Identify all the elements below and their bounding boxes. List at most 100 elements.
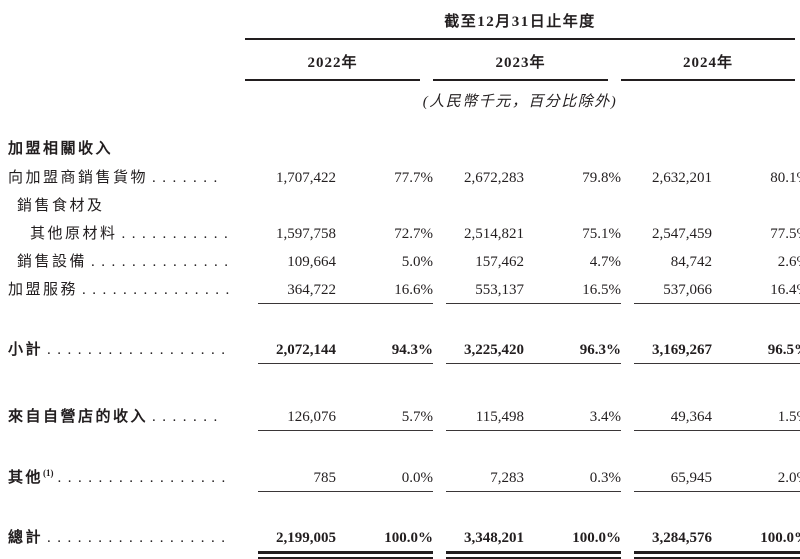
- table-row-food-materials-line2: 其他原材料........... 1,597,758 72.7% 2,514,8…: [0, 222, 800, 243]
- table-row-subtotal: 小計.................. 2,072,144 94.3% 3,2…: [0, 338, 800, 364]
- value-cell: 65,945: [634, 470, 712, 492]
- year-group-2022: 2,072,144 94.3%: [258, 342, 433, 364]
- value-cell: 2,632,201: [652, 170, 712, 186]
- year-group-2022: 2,199,005 100.0%: [258, 530, 433, 559]
- year-group-2023: 3,225,420 96.3%: [446, 342, 621, 364]
- percent-cell: 4.7%: [589, 254, 621, 270]
- dot-leader: ...............: [82, 282, 236, 298]
- percent-cell: 5.0%: [401, 254, 433, 270]
- percent-cell: 80.1%: [770, 170, 800, 186]
- percent-cell: 2.6%: [777, 254, 800, 270]
- year-header-2023: 2023年: [433, 40, 608, 81]
- percent-cell: 2.0%: [712, 470, 800, 492]
- row-label: 加盟相關收入: [8, 141, 114, 157]
- year-group-2022: 364,722 16.6%: [258, 282, 433, 304]
- year-group-2024: 84,742 2.6%: [634, 254, 800, 271]
- percent-cell: 94.3%: [336, 342, 433, 364]
- period-header: 截至12月31日止年度: [245, 10, 795, 40]
- dot-leader: ..............: [91, 254, 235, 270]
- year-group-2022: 1,707,422 77.7%: [258, 170, 433, 187]
- value-cell: 1,707,422: [276, 170, 336, 186]
- value-cell: 126,076: [258, 409, 336, 431]
- percent-cell: 16.4%: [712, 282, 800, 304]
- year-header-row: 2022年 2023年 2024年: [245, 40, 795, 81]
- percent-cell: 96.5%: [712, 342, 800, 364]
- value-cell: 3,348,201: [446, 530, 524, 559]
- value-cell: 3,225,420: [446, 342, 524, 364]
- year-group-2024: 65,945 2.0%: [634, 470, 800, 492]
- year-group-2023: 553,137 16.5%: [446, 282, 621, 304]
- row-label: 來自自營店的收入.......: [8, 409, 224, 425]
- dot-leader: ..................: [47, 342, 232, 358]
- table-row-total: 總計.................. 2,199,005 100.0% 3,…: [0, 526, 800, 559]
- value-cell: 3,284,576: [634, 530, 712, 559]
- value-cell: 7,283: [446, 470, 524, 492]
- dot-leader: .......: [152, 170, 224, 186]
- year-header-2022: 2022年: [245, 40, 420, 81]
- percent-cell: 16.6%: [336, 282, 433, 304]
- value-cell: 537,066: [634, 282, 712, 304]
- unit-note: (人民幣千元，百分比除外): [422, 94, 618, 110]
- year-group-2022: 785 0.0%: [258, 470, 433, 492]
- row-label: 銷售食材及: [17, 198, 105, 214]
- dot-leader: ..................: [47, 530, 232, 546]
- year-group-2023: 157,462 4.7%: [446, 254, 621, 271]
- value-cell: 553,137: [446, 282, 524, 304]
- value-cell: 1,597,758: [276, 226, 336, 242]
- dot-leader: .......: [152, 409, 224, 425]
- year-group-2023: 115,498 3.4%: [446, 409, 621, 431]
- row-label: 總計..................: [8, 530, 232, 546]
- row-label: 其他原材料...........: [30, 226, 235, 242]
- value-cell: 785: [258, 470, 336, 492]
- value-cell: 2,547,459: [652, 226, 712, 242]
- value-cell: 157,462: [475, 254, 524, 270]
- value-cell: 49,364: [634, 409, 712, 431]
- table-row-equipment-sales: 銷售設備.............. 109,664 5.0% 157,462 …: [0, 250, 800, 271]
- value-cell: 364,722: [258, 282, 336, 304]
- year-group-2024: 2,547,459 77.5%: [634, 226, 800, 243]
- percent-cell: 1.5%: [712, 409, 800, 431]
- year-group-2022: 109,664 5.0%: [258, 254, 433, 271]
- percent-cell: 16.5%: [524, 282, 621, 304]
- row-label: 小計..................: [8, 342, 232, 358]
- percent-cell: 100.0%: [524, 530, 621, 559]
- table-row-others: 其他(1)................. 785 0.0% 7,283 0.…: [0, 466, 800, 492]
- percent-cell: 5.7%: [336, 409, 433, 431]
- percent-cell: 72.7%: [394, 226, 433, 242]
- percent-cell: 3.4%: [524, 409, 621, 431]
- dot-leader: .................: [57, 470, 232, 486]
- year-group-2024: 3,284,576 100.0%: [634, 530, 800, 559]
- year-group-2024: 49,364 1.5%: [634, 409, 800, 431]
- percent-cell: 100.0%: [712, 530, 800, 559]
- table-row-franchise-services: 加盟服務............... 364,722 16.6% 553,13…: [0, 278, 800, 304]
- table-row-food-materials-line1: 銷售食材及: [0, 194, 800, 215]
- financial-table-page: 截至12月31日止年度 2022年 2023年 2024年 (人民幣千元，百分比…: [0, 10, 800, 559]
- row-label: 其他(1).................: [8, 468, 232, 486]
- percent-cell: 0.3%: [524, 470, 621, 492]
- value-cell: 2,672,283: [464, 170, 524, 186]
- year-group-2023: 7,283 0.3%: [446, 470, 621, 492]
- year-group-2024: 2,632,201 80.1%: [634, 170, 800, 187]
- row-label: 向加盟商銷售貨物.......: [8, 170, 224, 186]
- percent-cell: 0.0%: [336, 470, 433, 492]
- percent-cell: 77.7%: [394, 170, 433, 186]
- year-group-2024: 3,169,267 96.5%: [634, 342, 800, 364]
- percent-cell: 77.5%: [770, 226, 800, 242]
- percent-cell: 100.0%: [336, 530, 433, 559]
- table-header: 截至12月31日止年度 2022年 2023年 2024年 (人民幣千元，百分比…: [245, 10, 795, 111]
- year-group-2022: 126,076 5.7%: [258, 409, 433, 431]
- year-group-2023: 3,348,201 100.0%: [446, 530, 621, 559]
- dot-leader: ...........: [121, 226, 235, 242]
- value-cell: 2,514,821: [464, 226, 524, 242]
- table-row-section-franchise-revenue: 加盟相關收入: [0, 137, 800, 158]
- table-row-self-operated-stores-revenue: 來自自營店的收入....... 126,076 5.7% 115,498 3.4…: [0, 405, 800, 431]
- year-group-2023: 2,672,283 79.8%: [446, 170, 621, 187]
- value-cell: 2,199,005: [258, 530, 336, 559]
- value-cell: 2,072,144: [258, 342, 336, 364]
- year-header-2024: 2024年: [621, 40, 795, 81]
- year-group-2023: 2,514,821 75.1%: [446, 226, 621, 243]
- year-group-2024: 537,066 16.4%: [634, 282, 800, 304]
- value-cell: 115,498: [446, 409, 524, 431]
- value-cell: 109,664: [287, 254, 336, 270]
- footnote-ref: (1): [43, 468, 54, 478]
